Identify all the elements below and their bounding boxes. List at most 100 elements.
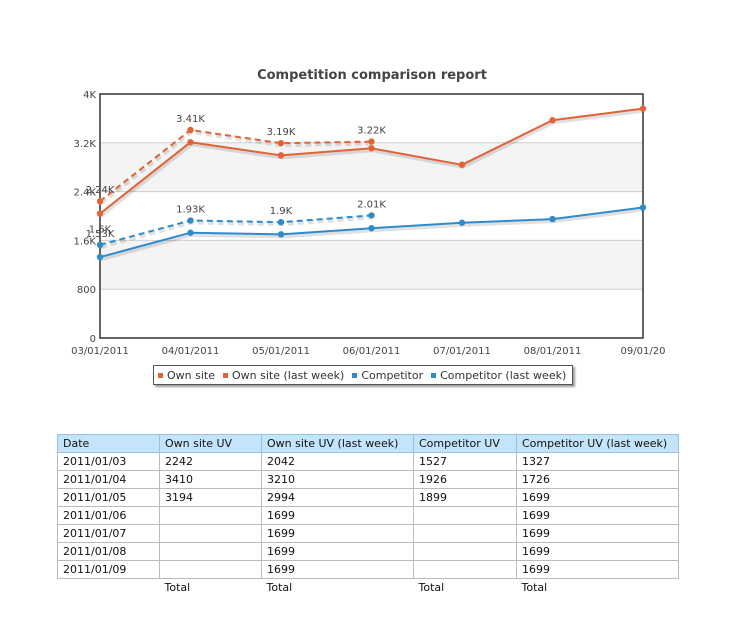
data-point-competitor-last-week bbox=[96, 241, 104, 249]
legend-swatch bbox=[431, 372, 437, 378]
table-cell: 3194 bbox=[159, 488, 262, 507]
table-cell: 3410 bbox=[159, 470, 262, 489]
legend-item[interactable]: Own site (last week) bbox=[223, 369, 344, 382]
data-label: 3.19K bbox=[267, 127, 296, 138]
table-cell: 1699 bbox=[261, 524, 414, 543]
table-cell: 2011/01/04 bbox=[57, 470, 160, 489]
legend-label: Competitor (last week) bbox=[440, 368, 567, 382]
y-tick-label: 1.6K bbox=[74, 236, 97, 247]
y-tick-label: 4K bbox=[83, 90, 96, 101]
table-cell: 2011/01/09 bbox=[57, 560, 160, 579]
data-point-competitor-last-week bbox=[187, 217, 194, 224]
table-cell: 1699 bbox=[261, 542, 414, 561]
legend-label: Competitor bbox=[361, 368, 424, 382]
data-point-own-site-last-week bbox=[187, 126, 194, 134]
data-point-competitor bbox=[639, 204, 647, 211]
data-point-competitor-last-week bbox=[277, 218, 285, 226]
legend-item[interactable]: Own site bbox=[158, 369, 215, 382]
data-table: Date Own site UV Own site UV (last week)… bbox=[57, 434, 679, 597]
table-cell: 2011/01/06 bbox=[57, 506, 160, 525]
legend-item[interactable]: Competitor (last week) bbox=[431, 369, 566, 382]
table-cell: 2011/01/03 bbox=[57, 452, 160, 471]
data-point-own-site-last-week bbox=[277, 139, 285, 147]
y-tick-label: 0 bbox=[90, 334, 96, 345]
data-label: 1.6K bbox=[89, 224, 112, 235]
legend-swatch bbox=[158, 372, 163, 378]
data-point-own-site bbox=[639, 105, 647, 112]
table-cell bbox=[413, 524, 517, 543]
data-point-competitor bbox=[96, 253, 104, 261]
total-label: Total bbox=[418, 581, 445, 595]
x-tick-label: 03/01/2011 bbox=[71, 346, 129, 357]
total-label bbox=[58, 579, 160, 597]
legend-item[interactable]: Competitor bbox=[352, 369, 423, 382]
table-cell: 2011/01/08 bbox=[57, 542, 160, 561]
table-cell bbox=[413, 560, 517, 579]
data-label: 1.53K bbox=[86, 229, 115, 240]
x-tick-label: 09/01/20 bbox=[621, 346, 666, 357]
table-cell bbox=[159, 560, 262, 579]
table-cell: 2242 bbox=[159, 452, 262, 471]
table-header-row: Date Own site UV Own site UV (last week)… bbox=[57, 434, 679, 453]
table-cell: 1899 bbox=[413, 488, 517, 507]
table-row: 2011/01/05 3194 2994 1899 1699 bbox=[57, 488, 679, 507]
data-point-own-site bbox=[96, 210, 104, 217]
totals-row: Total Total Total Total bbox=[58, 579, 679, 597]
table-row: 2011/01/06 1699 1699 bbox=[57, 506, 679, 525]
table-cell bbox=[159, 506, 262, 525]
data-label: 2.24K bbox=[86, 185, 115, 196]
table-cell: 1699 bbox=[261, 560, 414, 579]
legend-swatch bbox=[352, 372, 358, 378]
table-cell: 1699 bbox=[516, 488, 679, 507]
chart-legend: Own site Own site (last week) Competitor Co… bbox=[153, 365, 574, 385]
data-point-own-site bbox=[277, 152, 285, 159]
plot-band bbox=[100, 240, 643, 290]
table-cell bbox=[413, 542, 517, 561]
table-cell: 1699 bbox=[516, 506, 679, 525]
data-point-competitor bbox=[458, 219, 466, 226]
line-chart: Competition comparison report 0 800 1.6K 2.… bbox=[71, 68, 666, 357]
legend-swatch bbox=[223, 372, 228, 378]
data-point-own-site bbox=[549, 117, 556, 124]
y-tick-label: 3.2K bbox=[74, 139, 97, 150]
x-tick-label: 07/01/2011 bbox=[433, 346, 491, 357]
header-date: Date bbox=[57, 434, 160, 453]
table-row: 2011/01/07 1699 1699 bbox=[57, 524, 679, 543]
data-label: 2.01K bbox=[357, 199, 386, 210]
data-point-competitor bbox=[187, 229, 194, 236]
table-cell: 1699 bbox=[516, 560, 679, 579]
table-cell: 1327 bbox=[516, 452, 679, 471]
y-tick-label: 2.4K bbox=[74, 188, 97, 199]
x-tick-label: 06/01/2011 bbox=[343, 346, 401, 357]
table-cell: 2011/01/07 bbox=[57, 524, 160, 543]
table-cell: 1699 bbox=[516, 524, 679, 543]
data-label: 3.22K bbox=[357, 126, 386, 137]
data-label: 1.93K bbox=[176, 205, 205, 216]
data-point-own-site bbox=[458, 161, 466, 168]
data-point-own-site-last-week bbox=[96, 198, 104, 205]
data-point-competitor bbox=[277, 231, 285, 238]
data-point-own-site bbox=[187, 138, 194, 146]
series-line-own-site-last-week bbox=[99, 128, 372, 202]
chart-title: Competition comparison report bbox=[257, 68, 487, 83]
total-label: Total bbox=[266, 581, 293, 595]
table-row: 2011/01/08 1699 1699 bbox=[57, 542, 679, 561]
data-point-competitor bbox=[368, 225, 375, 232]
table-cell: 1527 bbox=[413, 452, 517, 471]
header-own-site-uv-last-week: Own site UV (last week) bbox=[261, 434, 414, 453]
legend-label: Own site bbox=[167, 368, 215, 382]
table-cell: 1926 bbox=[413, 470, 517, 489]
header-competitor-uv-last-week: Competitor UV (last week) bbox=[516, 434, 679, 453]
series-shadow-own-site-last-week bbox=[99, 129, 373, 205]
table-row: 2011/01/03 2242 2042 1527 1327 bbox=[57, 452, 679, 471]
table-cell bbox=[159, 542, 262, 561]
y-tick-label: 800 bbox=[77, 285, 96, 296]
table-cell: 3210 bbox=[261, 470, 414, 489]
data-point-competitor-last-week bbox=[368, 212, 375, 219]
table-cell: 1699 bbox=[261, 506, 414, 525]
total-label: Total bbox=[164, 581, 191, 595]
legend-label: Own site (last week) bbox=[232, 368, 345, 382]
table-cell bbox=[413, 506, 517, 525]
data-label: 1.9K bbox=[270, 206, 293, 217]
table-cell: 2994 bbox=[261, 488, 414, 507]
